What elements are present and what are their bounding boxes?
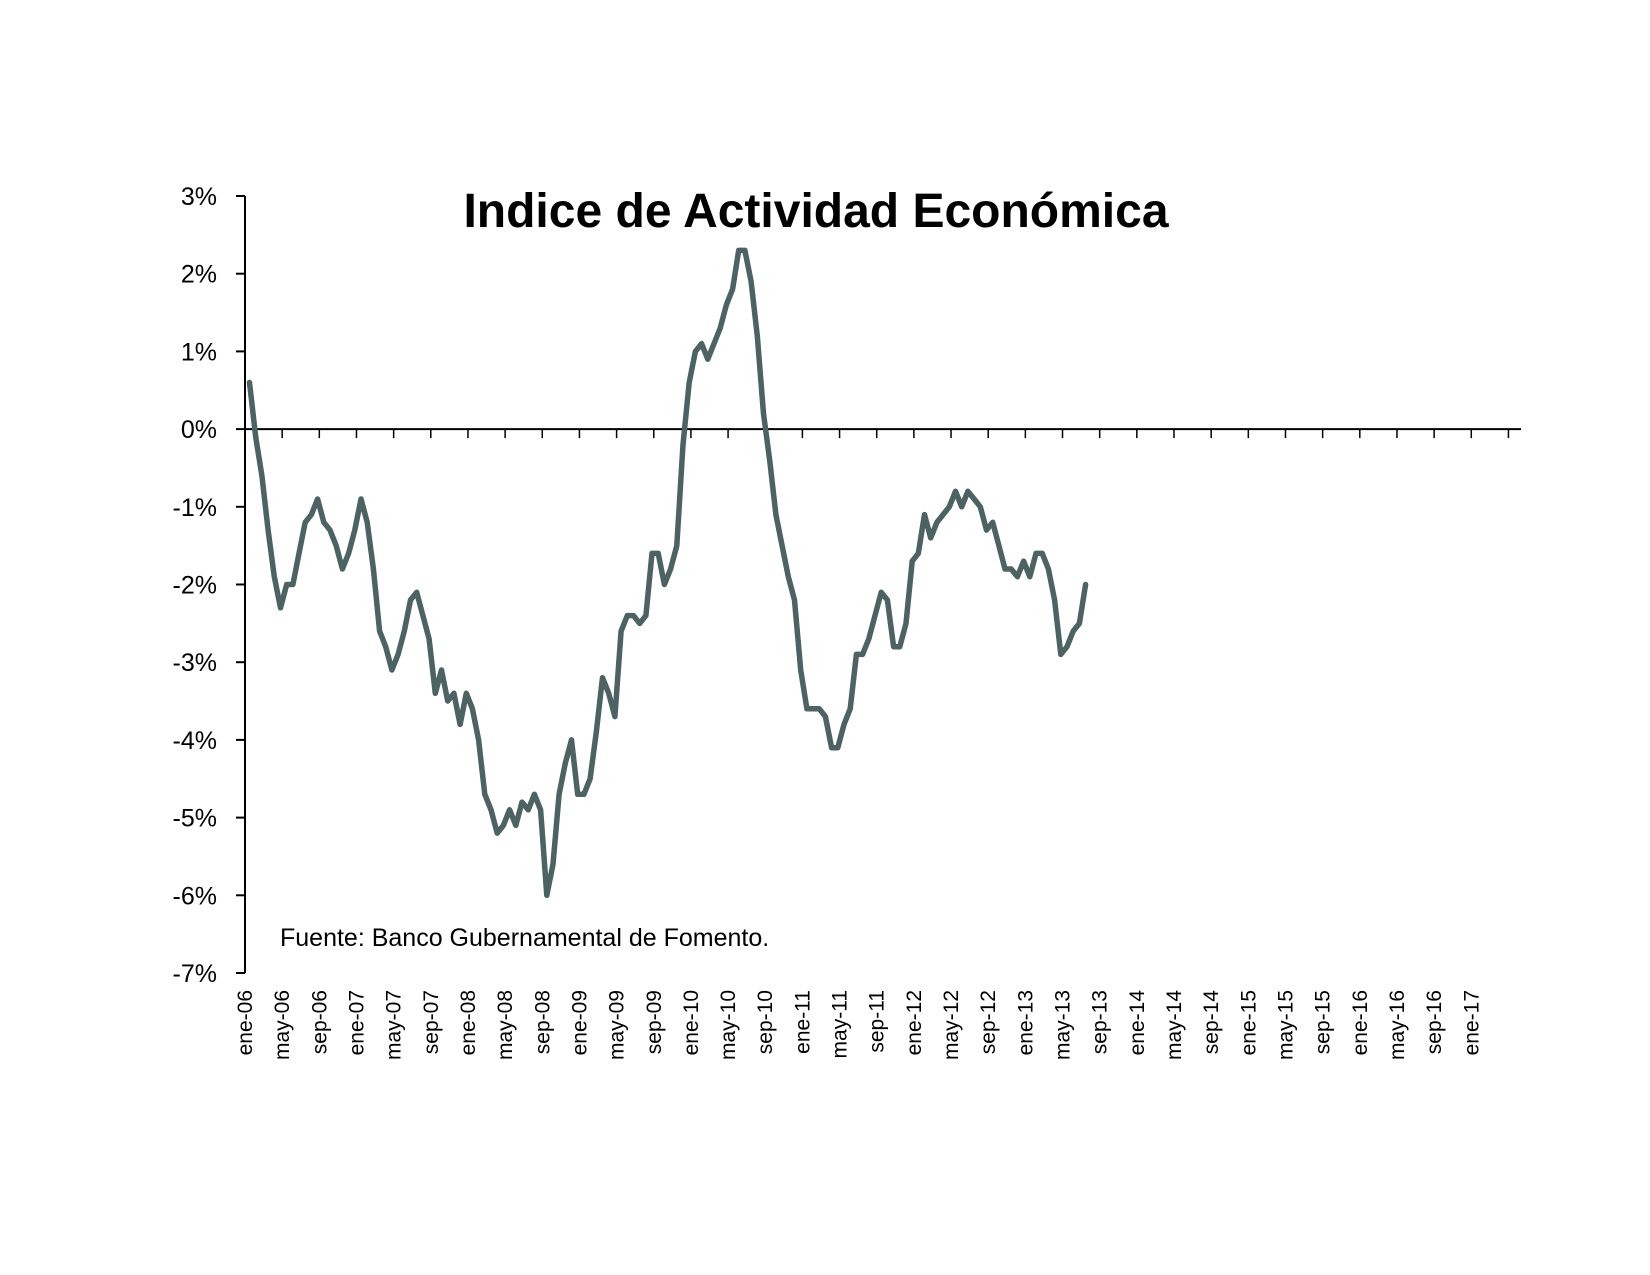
x-tick-label: may-10 bbox=[717, 990, 740, 1060]
x-tick-label: ene-10 bbox=[680, 990, 703, 1055]
x-tick-label: sep-09 bbox=[643, 990, 666, 1054]
y-tick-label: -5% bbox=[173, 805, 217, 833]
x-tick-label: may-14 bbox=[1163, 990, 1186, 1060]
x-tick-label: sep-14 bbox=[1200, 990, 1223, 1055]
x-tick-label: sep-06 bbox=[308, 990, 331, 1054]
x-tick-label: sep-15 bbox=[1312, 990, 1335, 1054]
x-tick-labels: ene-06 may-06 sep-06 ene-07 may-07 sep-07 ene-… bbox=[234, 990, 1483, 1060]
x-tick-label: may-09 bbox=[606, 990, 629, 1060]
x-tick-label: sep-07 bbox=[420, 990, 443, 1054]
x-tick-label: ene-14 bbox=[1126, 990, 1149, 1056]
x-tick-label: ene-07 bbox=[345, 990, 368, 1055]
y-tick-label: 3% bbox=[181, 183, 217, 211]
y-tick-label: 1% bbox=[181, 338, 217, 366]
x-tick-label: may-07 bbox=[383, 990, 406, 1060]
x-tick-label: ene-11 bbox=[791, 990, 814, 1054]
x-tick-label: ene-08 bbox=[457, 990, 480, 1055]
x-tick-label: may-08 bbox=[494, 990, 517, 1060]
x-tick-label: sep-12 bbox=[977, 990, 1000, 1054]
x-tick-label: ene-13 bbox=[1014, 990, 1037, 1055]
y-tick-label: -2% bbox=[173, 572, 217, 600]
source-annotation: Fuente: Banco Gubernamental de Fomento. bbox=[280, 924, 769, 952]
y-tick-label: 0% bbox=[181, 416, 217, 444]
x-tick-label: ene-09 bbox=[568, 990, 591, 1055]
series-group bbox=[246, 247, 1089, 899]
y-tick-label: 2% bbox=[181, 261, 217, 289]
y-tick-label: -4% bbox=[173, 727, 217, 755]
x-tick-label: ene-15 bbox=[1237, 990, 1260, 1055]
y-tick-label: -1% bbox=[173, 494, 217, 522]
x-tick-label: sep-10 bbox=[754, 990, 777, 1054]
chart-title: Indice de Actividad Económica bbox=[463, 185, 1168, 238]
x-tick-label: may-16 bbox=[1386, 990, 1409, 1060]
y-tick-label: -3% bbox=[173, 649, 217, 677]
series-line bbox=[246, 247, 1089, 899]
x-tick-label: may-11 bbox=[829, 990, 852, 1058]
x-tick-label: may-13 bbox=[1052, 990, 1075, 1060]
x-tick-label: ene-17 bbox=[1460, 990, 1483, 1055]
x-tick-label: sep-16 bbox=[1423, 990, 1446, 1054]
x-tick-label: ene-16 bbox=[1349, 990, 1372, 1055]
y-tick-labels: 3% 2% 1% 0% -1% -2% -3% -4% -5% -6% -7% bbox=[173, 183, 217, 988]
x-tick-label: sep-08 bbox=[531, 990, 554, 1054]
x-tick-label: ene-12 bbox=[903, 990, 926, 1055]
x-tick-label: may-06 bbox=[271, 990, 294, 1060]
axes bbox=[236, 195, 1521, 974]
x-tick-label: ene-06 bbox=[234, 990, 257, 1055]
x-tick-label: may-12 bbox=[940, 990, 963, 1060]
x-tick-label: sep-11 bbox=[866, 990, 889, 1053]
x-tick-label: sep-13 bbox=[1089, 990, 1112, 1054]
x-tick-label: may-15 bbox=[1274, 990, 1297, 1060]
y-tick-label: -7% bbox=[173, 960, 217, 988]
y-tick-label: -6% bbox=[173, 882, 217, 910]
